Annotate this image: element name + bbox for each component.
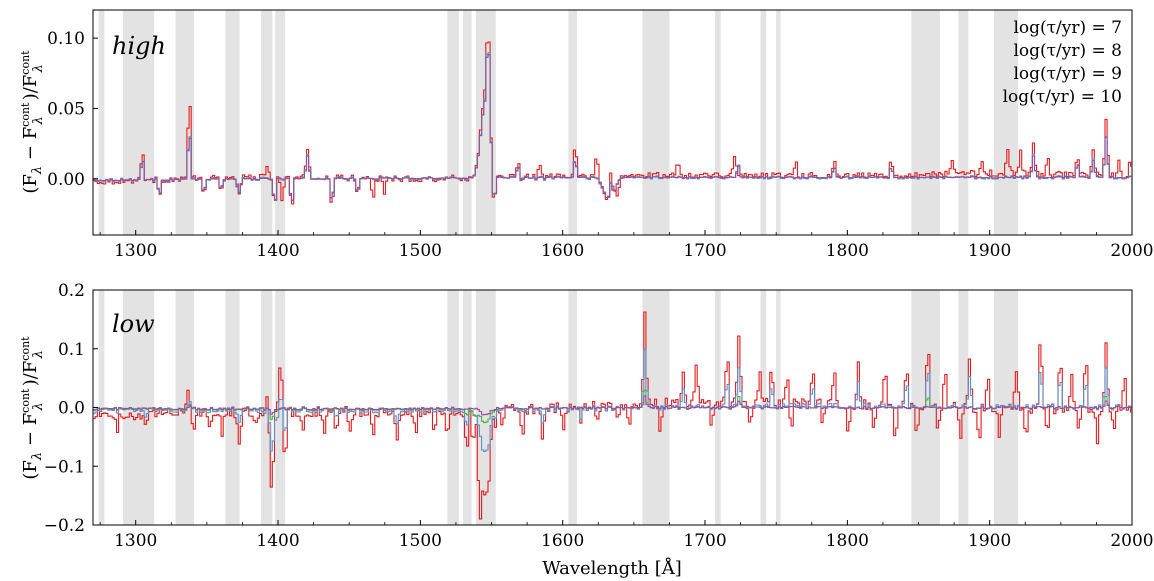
- y-tick-label: −0.2: [44, 516, 85, 536]
- masked-region: [475, 10, 496, 235]
- spectrum-lines: [93, 311, 1132, 520]
- masked-region: [568, 10, 577, 235]
- y-tick-label: 0.1: [58, 340, 85, 360]
- panel-label-high: high: [112, 32, 166, 60]
- y-tick-label: 0.00: [47, 170, 85, 190]
- y-tick-label: 0.2: [58, 281, 85, 301]
- masked-region: [98, 290, 105, 525]
- legend-entry: log(τ/yr) = 8: [1013, 41, 1122, 61]
- masked-region: [714, 10, 721, 235]
- x-tick-label: 1300: [114, 241, 157, 261]
- legend-entry: log(τ/yr) = 9: [1013, 64, 1122, 84]
- masked-region: [98, 10, 105, 235]
- masked-region: [122, 10, 155, 235]
- masked-region: [447, 10, 459, 235]
- masked-region: [776, 10, 781, 235]
- plot-frame: [92, 9, 1133, 236]
- x-tick-label: 1800: [826, 531, 869, 551]
- y-axis-label: (Fλ − Fcontλ)/Fcontλ: [19, 336, 46, 480]
- x-tick-label: 1700: [683, 531, 726, 551]
- series-line: [93, 349, 1132, 452]
- series-line: [93, 54, 1132, 201]
- masked-region: [958, 10, 969, 235]
- y-tick-label: −0.1: [44, 457, 85, 477]
- masked-region: [568, 290, 577, 525]
- x-tick-label: 1900: [968, 531, 1011, 551]
- x-tick-label: 1900: [968, 241, 1011, 261]
- masked-regions: [98, 10, 1019, 235]
- series-line: [93, 41, 1132, 205]
- legend-entry: log(τ/yr) = 7: [1013, 18, 1122, 38]
- masked-region: [911, 10, 940, 235]
- masked-region: [225, 10, 240, 235]
- masked-region: [760, 10, 767, 235]
- x-tick-label: 1500: [399, 241, 442, 261]
- y-axis-ticks: −0.2 −0.1 0.0 0.1 0.2: [44, 281, 98, 536]
- x-tick-label: 1600: [541, 531, 584, 551]
- legend-entry: log(τ/yr) = 10: [1003, 87, 1122, 107]
- x-tick-label: 2000: [1110, 531, 1153, 551]
- y-axis-ticks: 0.00 0.05 0.10: [47, 29, 98, 190]
- panel-high: 1300 1400 1500 1600 1700 1800 1900 2000 0.000.0…: [19, 9, 1154, 261]
- y-axis-label: (Fλ − Fcontλ)/Fcontλ: [19, 50, 46, 194]
- panel-label-low: low: [112, 310, 155, 338]
- masked-region: [260, 10, 273, 235]
- panel-low: 1300 1400 1500 1600 1700 1800 1900 2000 −0.2−0.…: [19, 281, 1154, 579]
- x-tick-label: 1400: [256, 531, 299, 551]
- series-line: [93, 311, 1132, 520]
- x-axis-ticks: 1300 1400 1500 1600 1700 1800 1900 2000: [99, 520, 1154, 551]
- x-tick-label: 1600: [541, 241, 584, 261]
- x-tick-label: 2000: [1110, 241, 1153, 261]
- masked-region: [463, 10, 472, 235]
- masked-region: [275, 10, 286, 235]
- y-tick-label: 0.05: [47, 99, 85, 119]
- series-line: [93, 395, 1132, 416]
- x-tick-label: 1700: [683, 241, 726, 261]
- legend: log(τ/yr) = 7 log(τ/yr) = 8 log(τ/yr) = 9 l…: [1003, 18, 1122, 107]
- masked-region: [475, 290, 496, 525]
- y-tick-label: 0.10: [47, 29, 85, 49]
- masked-region: [993, 10, 1019, 235]
- spectrum-lines: [93, 41, 1132, 205]
- masked-region: [463, 290, 472, 525]
- x-tick-label: 1800: [826, 241, 869, 261]
- x-tick-label: 1500: [399, 531, 442, 551]
- x-tick-label: 1300: [114, 531, 157, 551]
- masked-region: [642, 10, 670, 235]
- x-axis-ticks: 1300 1400 1500 1600 1700 1800 1900 2000: [99, 230, 1154, 261]
- x-tick-label: 1400: [256, 241, 299, 261]
- masked-region: [275, 290, 286, 525]
- y-tick-label: 0.0: [58, 399, 85, 419]
- x-axis-label: Wavelength [Å]: [542, 557, 682, 579]
